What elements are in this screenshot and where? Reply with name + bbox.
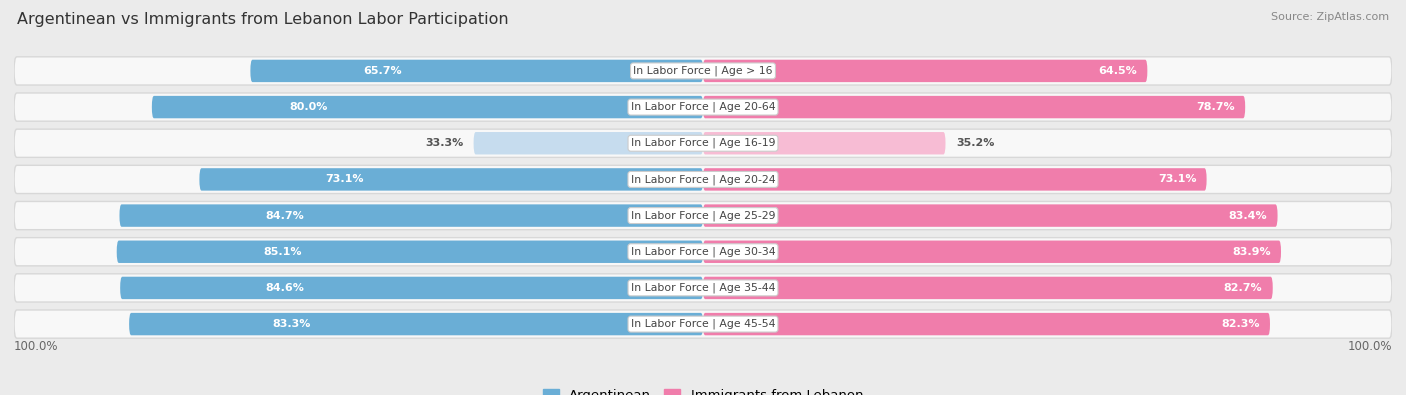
Text: In Labor Force | Age 20-64: In Labor Force | Age 20-64 bbox=[631, 102, 775, 112]
Text: In Labor Force | Age 30-34: In Labor Force | Age 30-34 bbox=[631, 246, 775, 257]
FancyBboxPatch shape bbox=[120, 204, 703, 227]
FancyBboxPatch shape bbox=[703, 132, 945, 154]
Text: In Labor Force | Age > 16: In Labor Force | Age > 16 bbox=[633, 66, 773, 76]
Text: 100.0%: 100.0% bbox=[1347, 340, 1392, 353]
Text: 83.9%: 83.9% bbox=[1232, 247, 1271, 257]
Text: 35.2%: 35.2% bbox=[956, 138, 994, 148]
Text: In Labor Force | Age 16-19: In Labor Force | Age 16-19 bbox=[631, 138, 775, 149]
FancyBboxPatch shape bbox=[200, 168, 703, 191]
Text: 83.3%: 83.3% bbox=[273, 319, 311, 329]
Text: In Labor Force | Age 45-54: In Labor Force | Age 45-54 bbox=[631, 319, 775, 329]
Text: 82.3%: 82.3% bbox=[1222, 319, 1260, 329]
FancyBboxPatch shape bbox=[14, 166, 1392, 194]
FancyBboxPatch shape bbox=[14, 274, 1392, 302]
FancyBboxPatch shape bbox=[474, 132, 703, 154]
FancyBboxPatch shape bbox=[250, 60, 703, 82]
Text: In Labor Force | Age 20-24: In Labor Force | Age 20-24 bbox=[631, 174, 775, 185]
FancyBboxPatch shape bbox=[117, 241, 703, 263]
Legend: Argentinean, Immigrants from Lebanon: Argentinean, Immigrants from Lebanon bbox=[537, 384, 869, 395]
Text: 64.5%: 64.5% bbox=[1098, 66, 1137, 76]
Text: 73.1%: 73.1% bbox=[325, 175, 364, 184]
Text: 82.7%: 82.7% bbox=[1223, 283, 1263, 293]
Text: Argentinean vs Immigrants from Lebanon Labor Participation: Argentinean vs Immigrants from Lebanon L… bbox=[17, 12, 509, 27]
FancyBboxPatch shape bbox=[703, 241, 1281, 263]
FancyBboxPatch shape bbox=[14, 310, 1392, 338]
Text: 73.1%: 73.1% bbox=[1157, 175, 1197, 184]
Text: 78.7%: 78.7% bbox=[1197, 102, 1234, 112]
FancyBboxPatch shape bbox=[703, 313, 1270, 335]
Text: 80.0%: 80.0% bbox=[290, 102, 328, 112]
FancyBboxPatch shape bbox=[120, 277, 703, 299]
FancyBboxPatch shape bbox=[14, 57, 1392, 85]
Text: Source: ZipAtlas.com: Source: ZipAtlas.com bbox=[1271, 12, 1389, 22]
FancyBboxPatch shape bbox=[14, 93, 1392, 121]
FancyBboxPatch shape bbox=[703, 96, 1246, 118]
Text: In Labor Force | Age 25-29: In Labor Force | Age 25-29 bbox=[631, 210, 775, 221]
FancyBboxPatch shape bbox=[14, 238, 1392, 266]
FancyBboxPatch shape bbox=[703, 277, 1272, 299]
Text: In Labor Force | Age 35-44: In Labor Force | Age 35-44 bbox=[631, 283, 775, 293]
FancyBboxPatch shape bbox=[152, 96, 703, 118]
FancyBboxPatch shape bbox=[14, 129, 1392, 157]
Text: 33.3%: 33.3% bbox=[425, 138, 463, 148]
FancyBboxPatch shape bbox=[129, 313, 703, 335]
Text: 85.1%: 85.1% bbox=[263, 247, 302, 257]
FancyBboxPatch shape bbox=[14, 201, 1392, 229]
FancyBboxPatch shape bbox=[703, 204, 1278, 227]
Text: 84.7%: 84.7% bbox=[266, 211, 304, 220]
Text: 100.0%: 100.0% bbox=[14, 340, 59, 353]
FancyBboxPatch shape bbox=[703, 168, 1206, 191]
FancyBboxPatch shape bbox=[703, 60, 1147, 82]
Text: 65.7%: 65.7% bbox=[364, 66, 402, 76]
Text: 83.4%: 83.4% bbox=[1229, 211, 1267, 220]
Text: 84.6%: 84.6% bbox=[266, 283, 305, 293]
